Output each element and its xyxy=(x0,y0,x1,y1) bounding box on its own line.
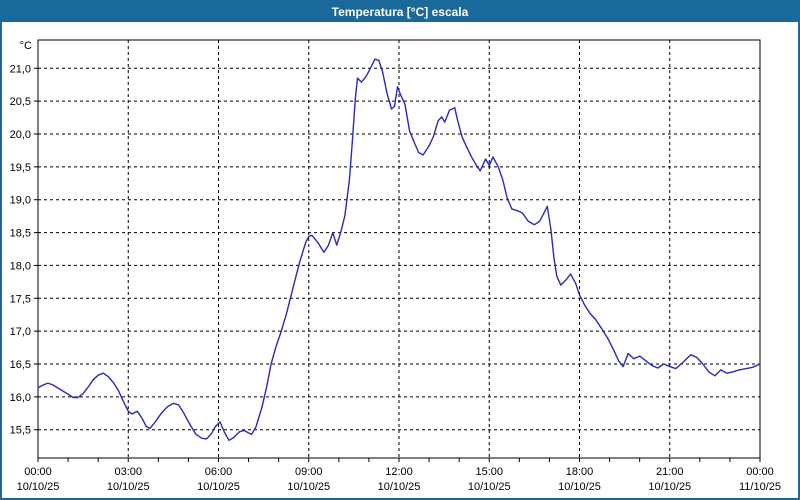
x-tick-date-label: 11/10/25 xyxy=(739,481,781,493)
x-tick-date-label: 10/10/25 xyxy=(17,481,60,493)
x-tick-date-label: 10/10/25 xyxy=(197,481,240,493)
y-tick-label: 15,5 xyxy=(10,425,31,437)
y-tick-label: 16,5 xyxy=(10,359,31,371)
chart-area: 21,0 20,5 20,0 19,5 19,0 18,5 18,0 17,5 17,0 16,5… xyxy=(2,22,798,498)
window-title: Temperatura [°C] escala xyxy=(331,5,469,19)
y-tick-label: 17,5 xyxy=(10,293,31,305)
y-tick-label: 19,5 xyxy=(10,162,31,174)
y-tick-label: 18,5 xyxy=(10,228,31,240)
plot-border xyxy=(37,39,761,459)
x-tick-time-label: 09:00 xyxy=(295,466,323,478)
x-tick-time-label: 06:00 xyxy=(205,466,233,478)
x-tick-time-label: 12:00 xyxy=(385,466,413,478)
x-tick-time-label: 21:00 xyxy=(656,466,684,478)
x-tick-date-label: 10/10/25 xyxy=(648,481,691,493)
y-tick-label: 17,0 xyxy=(10,326,31,338)
y-tick-label: 20,0 xyxy=(10,129,31,141)
y-axis-unit-label: °C xyxy=(20,40,32,52)
x-tick-time-label: 18:00 xyxy=(566,466,594,478)
temperature-line xyxy=(37,58,761,441)
x-tick-date-label: 10/10/25 xyxy=(468,481,511,493)
x-tick-time-label: 00:00 xyxy=(24,466,52,478)
x-tick-time-label: 03:00 xyxy=(114,466,142,478)
y-tick-label: 18,0 xyxy=(10,260,31,272)
x-tick-time-label: 15:00 xyxy=(475,466,503,478)
y-tick-label: 20,5 xyxy=(10,96,31,108)
y-tick-label: 16,0 xyxy=(10,392,31,404)
x-tick-date-label: 10/10/25 xyxy=(558,481,601,493)
x-tick-date-label: 10/10/25 xyxy=(378,481,421,493)
chart-svg: 21,0 20,5 20,0 19,5 19,0 18,5 18,0 17,5 17,0 16,5… xyxy=(10,39,781,493)
x-tick-date-label: 10/10/25 xyxy=(287,481,330,493)
x-tick-date-label: 10/10/25 xyxy=(107,481,150,493)
title-bar[interactable]: Temperatura [°C] escala xyxy=(2,2,798,22)
y-tick-label: 21,0 xyxy=(10,63,31,75)
x-tick-time-label: 00:00 xyxy=(746,466,774,478)
y-tick-label: 19,0 xyxy=(10,195,31,207)
